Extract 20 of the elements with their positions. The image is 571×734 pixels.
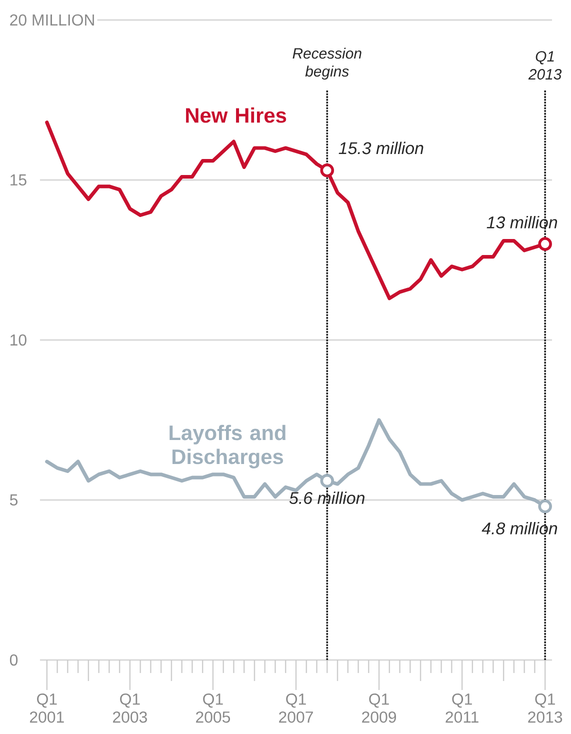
x-tick-label: Q1 2007 [279,694,313,723]
annotation: 4.8 million [482,522,558,534]
y-tick-label: 20 MILLION [10,14,94,26]
x-tick-label: Q1 2013 [528,694,562,723]
x-tick-label: Q1 2001 [30,694,64,723]
y-tick-label: 10 [10,334,26,346]
annotation: 13 million [486,216,558,228]
y-tick-label: 0 [10,654,18,666]
annotation: 15.3 million [338,142,424,154]
series-label: Layoffs and Discharges [170,424,286,468]
x-tick-label: Q1 2011 [446,694,478,723]
ref-line-label: Recession begins [292,48,362,80]
annotation: 5.6 million [289,492,364,504]
y-tick-label: 15 [10,174,26,186]
y-tick-label: 5 [10,494,18,506]
x-tick-label: Q1 2005 [196,694,230,723]
series-label: New Hires [186,107,286,123]
x-tick-label: Q1 2009 [362,694,396,723]
x-tick-label: Q1 2003 [113,694,147,723]
ref-line-label: Q1 2013 [528,51,562,80]
